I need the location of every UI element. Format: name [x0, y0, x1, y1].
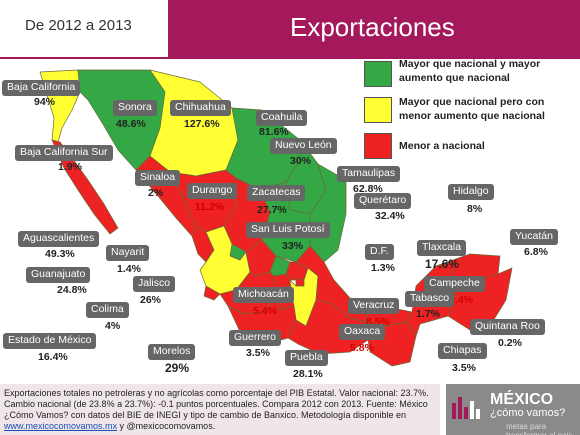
state-label-sinaloa: Sinaloa: [135, 170, 181, 186]
mexico-como-vamos-logo: MÉXICO ¿cómo vamos? metas para transform…: [446, 384, 580, 435]
state-label-coahuila: Coahuila: [256, 110, 308, 126]
footer-text: Exportaciones totales no petroleras y no…: [4, 388, 429, 431]
state-label-estado-de-mexico: Estado de México: [3, 333, 97, 349]
state-region-colima: [203, 285, 221, 301]
state-label-jalisco: Jalisco: [133, 276, 176, 292]
state-label-sonora: Sonora: [113, 100, 157, 116]
state-label-guanajuato: Guanajuato: [26, 267, 91, 283]
state-value-baja-california-sur: 1.9%: [58, 161, 82, 173]
state-label-nuevo-leon: Nuevo León: [270, 138, 337, 154]
legend-label-green: Mayor que nacional y mayor aumento que na…: [399, 58, 541, 84]
state-value-baja-california: 94%: [34, 96, 56, 108]
state-label-campeche: Campeche: [424, 276, 485, 292]
state-label-baja-california: Baja California: [2, 80, 81, 96]
state-value-nuevo-leon: 30%: [290, 155, 312, 167]
methodology-link[interactable]: www.mexicocomovamos.mx: [4, 421, 118, 431]
title-header: Exportaciones: [168, 0, 580, 57]
state-label-queretaro: Querétaro: [354, 193, 412, 209]
state-label-hidalgo: Hidalgo: [448, 184, 494, 200]
state-value-oaxaca: 5.8%: [350, 342, 374, 354]
state-value-yucatan: 6.8%: [524, 246, 548, 258]
state-value-nayarit: 1.4%: [117, 263, 141, 275]
logo-subtitle: ¿cómo vamos?: [490, 407, 566, 419]
state-value-tlaxcala: 17.6%: [425, 257, 460, 271]
state-label-veracruz: Veracruz: [348, 298, 400, 314]
state-value-tabasco: 1.7%: [416, 308, 440, 320]
state-label-durango: Durango: [187, 183, 238, 199]
state-value-chiapas: 3.5%: [452, 362, 476, 374]
state-label-tamaulipas: Tamaulipas: [337, 166, 401, 182]
state-label-yucatan: Yucatán: [510, 229, 558, 245]
footer-note: Exportaciones totales no petroleras y no…: [0, 384, 440, 435]
state-value-durango: 11.2%: [195, 201, 225, 213]
state-value-chihuahua: 127.6%: [184, 118, 220, 130]
legend-label-red: Menor a nacional: [399, 140, 485, 152]
state-value-zacatecas: 27.7%: [257, 204, 287, 216]
state-value-estado-de-mexico: 16.4%: [38, 351, 68, 363]
state-value-morelos: 29%: [165, 361, 190, 375]
state-label-nayarit: Nayarit: [106, 245, 150, 261]
state-label-oaxaca: Oaxaca: [339, 324, 386, 340]
state-value-tamaulipas: 62.8%: [353, 183, 383, 195]
state-label-quintana-roo: Quintana Roo: [470, 319, 545, 335]
state-label-san-luis-potosi: San Luis Potosí: [246, 222, 330, 238]
state-value-coahuila: 81.6%: [259, 126, 289, 138]
state-label-aguascalientes: Aguascalientes: [18, 231, 100, 247]
state-value-jalisco: 26%: [140, 294, 162, 306]
logo-bars-icon: [452, 397, 480, 419]
state-value-sonora: 48.6%: [116, 118, 146, 130]
state-value-quintana-roo: 0.2%: [498, 337, 522, 349]
state-value-campeche: 0.4%: [449, 294, 473, 306]
state-label-morelos: Morelos: [148, 344, 196, 360]
state-value-puebla: 28.1%: [293, 368, 323, 380]
state-value-guanajuato: 24.8%: [57, 284, 87, 296]
state-value-aguascalientes: 49.3%: [45, 248, 75, 260]
state-value-san-luis-potosi: 33%: [282, 240, 304, 252]
state-label-df: D.F.: [365, 244, 394, 260]
legend-swatch-green: [364, 61, 392, 87]
state-label-chiapas: Chiapas: [438, 343, 487, 359]
header-divider: [0, 57, 580, 59]
state-label-puebla: Puebla: [285, 350, 328, 366]
state-label-tabasco: Tabasco: [405, 291, 455, 307]
page-title: Exportaciones: [290, 12, 455, 42]
state-value-michoacan: 5.4%: [253, 305, 277, 317]
legend-swatch-yellow: [364, 97, 392, 123]
state-value-df: 1.3%: [371, 262, 395, 274]
state-label-colima: Colima: [86, 302, 129, 318]
period-header: De 2012 a 2013: [0, 0, 168, 57]
state-value-queretaro: 32.4%: [375, 210, 405, 222]
legend-label-yellow: Mayor que nacional pero con menor aumento…: [399, 96, 545, 122]
state-label-michoacan: Michoacán: [233, 287, 294, 303]
state-label-baja-california-sur: Baja California Sur: [15, 145, 113, 161]
logo-tagline: metas para transformar al país: [506, 422, 573, 435]
logo-title: MÉXICO: [490, 391, 554, 408]
legend-swatch-red: [364, 133, 392, 159]
state-label-guerrero: Guerrero: [229, 330, 282, 346]
state-label-chihuahua: Chihuahua: [170, 100, 231, 116]
state-value-hidalgo: 8%: [467, 203, 483, 215]
state-label-zacatecas: Zacatecas: [247, 185, 306, 201]
state-value-sinaloa: 2%: [148, 187, 164, 199]
state-label-tlaxcala: Tlaxcala: [417, 240, 467, 256]
state-value-colima: 4%: [105, 320, 121, 332]
period-label: De 2012 a 2013: [25, 17, 132, 34]
state-value-guerrero: 3.5%: [246, 347, 270, 359]
